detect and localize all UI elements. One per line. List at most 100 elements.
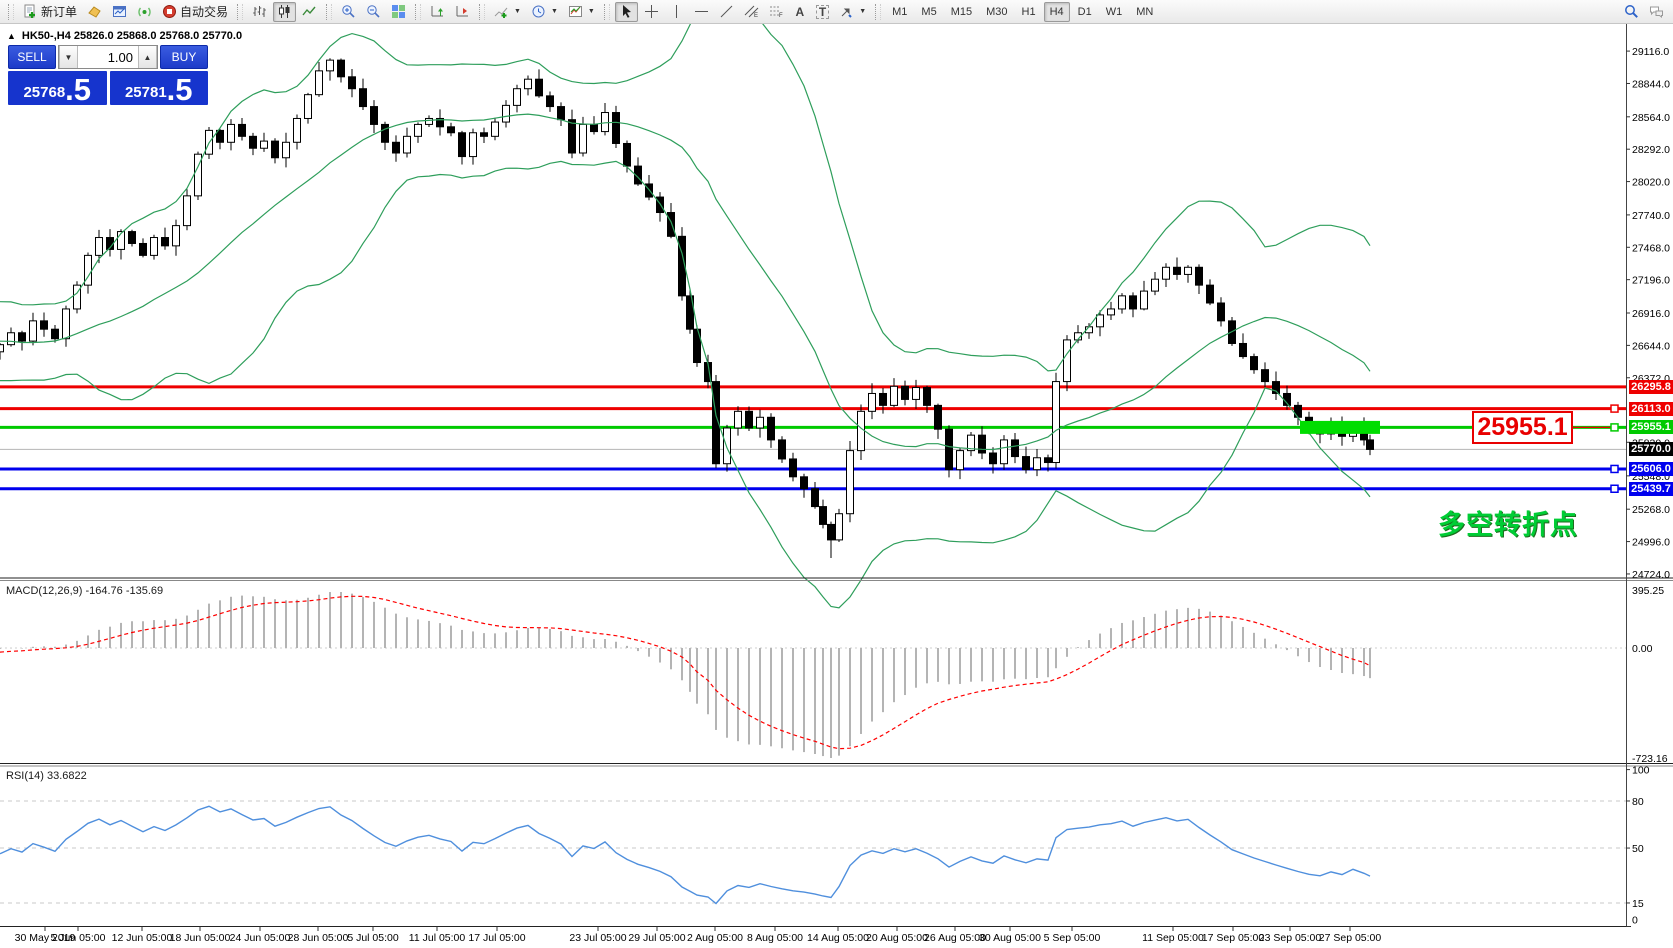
volume-value[interactable]: 1.00 [107, 49, 133, 65]
toolbar-grip [415, 3, 422, 20]
svg-text:395.25: 395.25 [1632, 585, 1664, 597]
chart-area: 29116.0 28844.0 28564.0 28292.0 28020.0 27740… [0, 24, 1673, 948]
new-order-button[interactable]: 新订单 [19, 2, 81, 22]
tab-timeframe-m5[interactable]: M5 [921, 5, 937, 18]
cursor-button[interactable] [614, 1, 638, 22]
horizontal-line-icon [694, 11, 708, 12]
turning-point-annotation[interactable]: 多空转折点 [1438, 510, 1578, 540]
dropdown-caret-icon: ▼ [550, 8, 558, 15]
volume-decrease-button[interactable]: ▼ [59, 46, 78, 68]
buy-price-fraction: .5 [166, 71, 193, 107]
svg-text:30 May 2019: 30 May 2019 [15, 932, 76, 944]
crosshair-icon [644, 5, 658, 18]
sell-price-display[interactable]: 25768.5 [8, 71, 107, 105]
chart-shift-button[interactable] [451, 2, 474, 22]
chart-canvas[interactable]: 29116.0 28844.0 28564.0 28292.0 28020.0 27740… [0, 24, 1673, 948]
line-chart-button[interactable] [298, 2, 321, 22]
svg-text:0: 0 [1632, 915, 1638, 927]
svg-text:29 Jul 05:00: 29 Jul 05:00 [628, 932, 685, 944]
indicators-icon [494, 7, 508, 18]
buy-price-display[interactable]: 25781.5 [109, 71, 208, 107]
cursor-icon [622, 5, 631, 18]
zoom-in-button[interactable] [337, 2, 360, 22]
zoom-in-icon [342, 5, 355, 18]
candlestick-chart-button[interactable] [273, 1, 297, 22]
chat-button[interactable] [1645, 2, 1668, 22]
tab-timeframe-h4[interactable]: H4 [1043, 1, 1070, 22]
toolbar-grip [603, 3, 610, 20]
tab-timeframe-m1[interactable]: M1 [892, 5, 908, 18]
svg-text:80: 80 [1632, 796, 1644, 808]
collapse-one-click-icon[interactable]: ▲ [7, 31, 16, 41]
buy-button[interactable]: BUY [160, 45, 208, 69]
trendline-button[interactable] [715, 2, 738, 22]
auto-scroll-button[interactable] [426, 2, 449, 22]
volume-stepper: ▼ 1.00 ▲ [58, 45, 158, 69]
chart-profile-icon [113, 6, 127, 17]
new-chart-button[interactable] [83, 2, 106, 22]
price-tag: 25439.7 [1629, 481, 1673, 496]
svg-text:12 Jun 05:00: 12 Jun 05:00 [112, 932, 173, 944]
svg-text:28844.0: 28844.0 [1632, 78, 1670, 90]
fibonacci-button[interactable]: F [765, 2, 788, 22]
crosshair-button[interactable] [640, 2, 663, 22]
toolbar-grip [8, 3, 14, 20]
text-tool-button[interactable]: A [790, 2, 810, 22]
svg-text:24724.0: 24724.0 [1632, 569, 1670, 581]
volume-increase-button[interactable]: ▲ [138, 46, 157, 68]
label-tool-icon: T [815, 4, 830, 19]
svg-text:28292.0: 28292.0 [1632, 144, 1670, 156]
svg-text:26 Aug 05:00: 26 Aug 05:00 [924, 932, 986, 944]
tab-timeframe-mn[interactable]: MN [1136, 5, 1154, 18]
bar-chart-button[interactable] [248, 2, 271, 22]
svg-text:23 Jul 05:00: 23 Jul 05:00 [569, 932, 626, 944]
price-tag: 25955.1 [1629, 420, 1673, 435]
tab-timeframe-d1[interactable]: D1 [1077, 5, 1092, 18]
svg-text:17 Sep 05:00: 17 Sep 05:00 [1202, 932, 1265, 944]
buy-price-main: 25781 [124, 84, 167, 101]
text-tool-icon: A [795, 4, 805, 19]
toolbar-grip [479, 3, 486, 20]
price-tag: 26113.0 [1629, 401, 1673, 416]
price-tag: 25606.0 [1629, 461, 1673, 476]
new-order-label: 新订单 [41, 5, 78, 19]
chat-icon [1650, 6, 1663, 18]
periods-button[interactable]: ▼ [527, 2, 562, 22]
svg-text:8 Aug 05:00: 8 Aug 05:00 [747, 932, 803, 944]
one-click-trading-panel: SELL ▼ 1.00 ▲ BUY 25768.5 25781.5 [8, 45, 208, 105]
zoom-out-button[interactable] [362, 2, 385, 22]
dropdown-caret-icon: ▼ [587, 8, 595, 15]
indicators-button[interactable]: ▼ [490, 2, 525, 22]
svg-text:50: 50 [1632, 843, 1644, 855]
vertical-line-button[interactable] [665, 2, 688, 22]
symbol-info: ▲ HK50-,H4 25826.0 25868.0 25768.0 25770… [7, 30, 242, 42]
clock-icon [532, 5, 545, 18]
macd-indicator-label: MACD(12,26,9) -164.76 -135.69 [6, 585, 164, 597]
signals-button[interactable] [133, 2, 156, 22]
tab-timeframe-m30[interactable]: M30 [986, 5, 1008, 18]
signals-icon [138, 7, 151, 17]
price-callout-box[interactable]: 25955.1 [1472, 411, 1573, 444]
svg-text:24 Jun 05:00: 24 Jun 05:00 [230, 932, 291, 944]
tab-timeframe-w1[interactable]: W1 [1105, 5, 1123, 18]
symbol-ohlc-text: HK50-,H4 25826.0 25868.0 25768.0 25770.0 [21, 30, 243, 42]
search-button[interactable] [1620, 2, 1643, 22]
fibonacci-icon: F [769, 6, 783, 19]
tile-windows-button[interactable] [387, 2, 410, 22]
tab-timeframe-h1[interactable]: H1 [1021, 5, 1036, 18]
label-tool-button[interactable]: T [812, 2, 833, 22]
horizontal-line-button[interactable] [690, 2, 713, 22]
channel-button[interactable]: E [740, 2, 763, 22]
search-icon [1625, 5, 1638, 18]
arrows-button[interactable]: ▼ [835, 2, 870, 22]
auto-trading-button[interactable]: 自动交易 [158, 2, 232, 22]
zoom-out-icon [367, 5, 380, 18]
svg-text:11 Jul 05:00: 11 Jul 05:00 [409, 932, 466, 944]
svg-text:14 Aug 05:00: 14 Aug 05:00 [807, 932, 869, 944]
chart-shift-icon [456, 6, 469, 17]
svg-text:0.00: 0.00 [1632, 643, 1653, 655]
tab-timeframe-m15[interactable]: M15 [950, 5, 973, 18]
sell-button[interactable]: SELL [8, 45, 56, 69]
templates-button[interactable]: ▼ [564, 2, 599, 22]
profiles-button[interactable] [108, 2, 131, 22]
